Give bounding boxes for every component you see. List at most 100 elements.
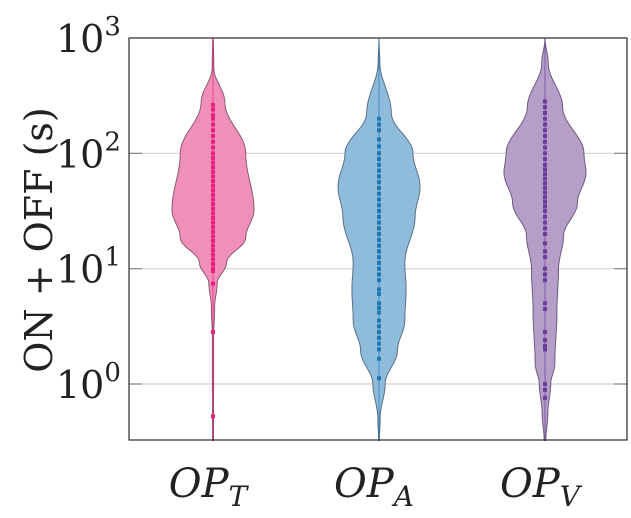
data-point: [543, 185, 547, 190]
data-point: [543, 190, 547, 195]
data-point: [543, 232, 547, 237]
data-point: [377, 157, 381, 162]
data-point: [543, 220, 547, 225]
data-point: [377, 185, 381, 190]
data-point: [377, 174, 381, 179]
data-point: [543, 157, 547, 162]
data-point: [377, 255, 381, 260]
data-point: [543, 167, 547, 172]
data-point: [543, 387, 547, 392]
data-point: [377, 341, 381, 346]
data-point: [543, 151, 547, 156]
data-point: [211, 206, 215, 211]
x-tick-label: OPV: [500, 461, 583, 513]
data-point: [211, 252, 215, 257]
tick-base: 10: [56, 132, 104, 176]
data-point: [543, 382, 547, 387]
data-point: [211, 165, 215, 170]
label-main: OP: [334, 461, 395, 507]
data-point: [377, 266, 381, 271]
data-point: [211, 134, 215, 139]
data-point: [211, 116, 215, 121]
x-tick-label: OPA: [334, 461, 414, 513]
data-point: [377, 249, 381, 254]
data-point: [211, 266, 215, 271]
tick-exponent: 0: [104, 358, 121, 388]
data-point: [211, 107, 215, 112]
plot-frame: [128, 37, 628, 441]
label-subscript: V: [560, 480, 583, 513]
y-tick-label: 102: [56, 127, 121, 176]
data-point: [377, 197, 381, 202]
data-point: [211, 151, 215, 156]
data-point: [377, 144, 381, 149]
data-point: [211, 192, 215, 197]
data-point: [211, 122, 215, 127]
tick-base: 10: [56, 363, 104, 407]
data-point: [543, 195, 547, 200]
violins: [171, 37, 587, 441]
data-point: [543, 255, 547, 260]
data-point: [211, 102, 215, 107]
data-point: [211, 268, 215, 273]
data-point: [377, 310, 381, 315]
data-point: [211, 414, 215, 419]
data-point: [211, 202, 215, 207]
data-point: [211, 281, 215, 286]
data-point: [543, 99, 547, 104]
data-point: [543, 116, 547, 121]
label-subscript: T: [229, 480, 250, 513]
data-point: [543, 330, 547, 335]
data-point: [377, 356, 381, 361]
data-point: [211, 113, 215, 118]
label-main: OP: [169, 461, 230, 507]
data-point: [543, 139, 547, 144]
data-point: [543, 122, 547, 127]
violin-A: [337, 38, 421, 441]
data-point: [377, 376, 381, 381]
y-tick-label: 103: [56, 12, 121, 61]
data-point: [377, 214, 381, 219]
label-main: OP: [500, 461, 561, 507]
data-point: [543, 266, 547, 271]
data-point: [211, 183, 215, 188]
data-point: [211, 220, 215, 225]
data-point: [211, 145, 215, 150]
y-axis-label: ON + OFF (s): [17, 107, 61, 373]
data-point: [377, 151, 381, 156]
data-point: [543, 134, 547, 139]
data-point: [211, 188, 215, 193]
data-point: [211, 229, 215, 234]
data-point: [543, 176, 547, 181]
data-point: [211, 169, 215, 174]
data-point: [543, 209, 547, 214]
data-point: [377, 116, 381, 121]
data-point: [211, 262, 215, 267]
data-point: [211, 330, 215, 335]
data-point: [377, 330, 381, 335]
y-tick-label: 101: [56, 243, 121, 292]
data-point: [377, 243, 381, 248]
data-point: [543, 249, 547, 254]
data-point: [377, 122, 381, 127]
data-point: [377, 203, 381, 208]
data-point: [377, 301, 381, 306]
data-point: [211, 174, 215, 179]
data-point: [211, 128, 215, 133]
data-point: [543, 301, 547, 306]
data-point: [543, 110, 547, 115]
data-point: [211, 160, 215, 165]
data-point: [543, 278, 547, 283]
data-point: [377, 137, 381, 142]
data-point: [377, 209, 381, 214]
data-point: [543, 204, 547, 209]
data-point: [543, 128, 547, 133]
data-point: [211, 243, 215, 248]
tick-exponent: 3: [104, 12, 121, 42]
data-point: [377, 128, 381, 133]
data-point: [211, 257, 215, 262]
data-point: [543, 307, 547, 312]
data-point: [211, 139, 215, 144]
data-point: [377, 180, 381, 185]
